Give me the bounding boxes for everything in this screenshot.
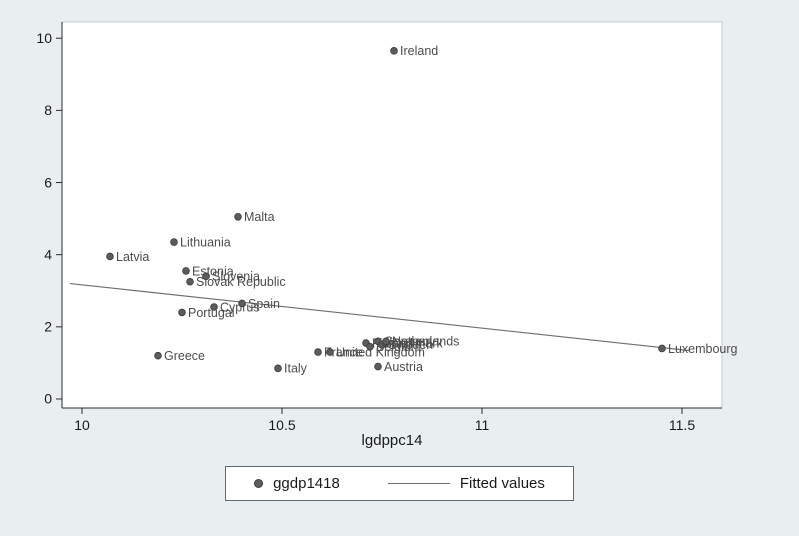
line-marker-icon <box>387 483 450 484</box>
point-label: Slovak Republic <box>196 275 286 289</box>
data-point <box>374 362 382 371</box>
point-label: Slovenia <box>212 270 260 284</box>
data-point <box>186 277 194 286</box>
point-label: Estonia <box>192 264 234 278</box>
y-tick-label: 6 <box>44 174 52 190</box>
data-point <box>274 364 282 373</box>
x-tick-label: 11.5 <box>669 417 695 433</box>
point-label: Netherlands <box>392 335 459 349</box>
legend-label-fitted-values: Fitted values <box>459 475 545 492</box>
point-label: Italy <box>284 362 308 376</box>
point-label: Luxembourg <box>668 342 738 356</box>
y-tick-label: 4 <box>44 246 52 262</box>
point-label: Sweden <box>388 338 433 352</box>
point-label: Lithuania <box>180 235 231 249</box>
x-tick-label: 11 <box>475 417 490 433</box>
data-point <box>658 344 666 353</box>
legend-item-fitted-values: Fitted values <box>387 475 545 492</box>
data-point <box>154 351 162 360</box>
x-tick-label: 10 <box>74 417 90 433</box>
legend: ggdp1418 Fitted values <box>225 466 574 501</box>
point-label: Malta <box>244 210 275 224</box>
point-label: Ireland <box>400 44 438 58</box>
point-label: Portugal <box>188 306 235 320</box>
point-label: Austria <box>384 360 423 374</box>
data-point <box>366 342 374 351</box>
point-label: Greece <box>164 349 205 363</box>
point-label: Germany <box>384 335 436 349</box>
y-tick-label: 8 <box>44 102 52 118</box>
data-point <box>234 213 242 221</box>
dot-marker-icon <box>254 479 264 488</box>
data-point <box>314 348 322 356</box>
data-point <box>390 47 398 55</box>
legend-item-ggdp1418: ggdp1418 <box>254 475 340 492</box>
data-point <box>106 252 114 261</box>
x-axis-title: lgdppc14 <box>361 432 423 449</box>
point-label: Spain <box>248 297 280 311</box>
legend-label-ggdp1418: ggdp1418 <box>273 475 340 492</box>
point-label: Denmark <box>392 336 443 350</box>
scatter-plot: 0 2 4 6 8 10 10 10.5 11 11.5 Latvia Greece Lithuania… <box>36 21 738 433</box>
plot-area <box>61 21 723 409</box>
point-label: Latvia <box>116 250 149 264</box>
data-point <box>210 303 218 311</box>
x-tick-label: 10.5 <box>268 417 295 433</box>
point-label: United Kingdom <box>336 345 425 359</box>
data-point <box>238 299 246 308</box>
data-point <box>382 337 390 346</box>
y-tick-label: 10 <box>36 30 52 46</box>
data-point <box>178 308 186 317</box>
data-point <box>202 272 210 281</box>
legend-container: ggdp1418 Fitted values <box>0 466 799 501</box>
data-point <box>182 267 190 275</box>
fitted-line <box>69 282 691 352</box>
data-point <box>170 238 178 246</box>
point-label: France <box>324 345 363 359</box>
y-tick-label: 0 <box>44 391 52 407</box>
data-point <box>326 348 334 356</box>
point-label: Cyprus <box>220 300 260 314</box>
y-tick-label: 2 <box>44 319 52 335</box>
